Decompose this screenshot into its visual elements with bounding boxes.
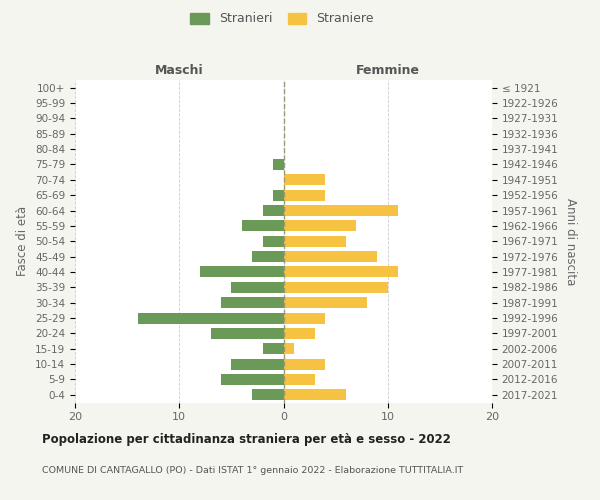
Bar	[284, 390, 346, 400]
Bar	[284, 236, 346, 247]
Bar	[232, 282, 284, 293]
Bar	[263, 343, 284, 354]
Bar	[284, 190, 325, 200]
Bar	[284, 343, 294, 354]
Legend: Stranieri, Straniere: Stranieri, Straniere	[187, 8, 377, 29]
Y-axis label: Anni di nascita: Anni di nascita	[564, 198, 577, 285]
Bar	[273, 159, 284, 170]
Text: COMUNE DI CANTAGALLO (PO) - Dati ISTAT 1° gennaio 2022 - Elaborazione TUTTITALIA: COMUNE DI CANTAGALLO (PO) - Dati ISTAT 1…	[42, 466, 463, 475]
Bar	[284, 205, 398, 216]
Bar	[284, 220, 356, 232]
Bar	[284, 282, 388, 293]
Text: Maschi: Maschi	[155, 64, 203, 77]
Bar	[252, 390, 284, 400]
Text: Popolazione per cittadinanza straniera per età e sesso - 2022: Popolazione per cittadinanza straniera p…	[42, 432, 451, 446]
Bar	[284, 266, 398, 278]
Bar	[252, 251, 284, 262]
Bar	[211, 328, 284, 339]
Text: Femmine: Femmine	[356, 64, 420, 77]
Bar	[137, 312, 284, 324]
Bar	[200, 266, 284, 278]
Bar	[263, 236, 284, 247]
Bar	[221, 297, 284, 308]
Bar	[284, 358, 325, 370]
Bar	[284, 312, 325, 324]
Bar	[284, 374, 315, 385]
Bar	[284, 251, 377, 262]
Bar	[284, 297, 367, 308]
Bar	[221, 374, 284, 385]
Bar	[263, 205, 284, 216]
Bar	[242, 220, 284, 232]
Bar	[284, 328, 315, 339]
Y-axis label: Fasce di età: Fasce di età	[16, 206, 29, 276]
Bar	[284, 174, 325, 186]
Bar	[273, 190, 284, 200]
Bar	[232, 358, 284, 370]
